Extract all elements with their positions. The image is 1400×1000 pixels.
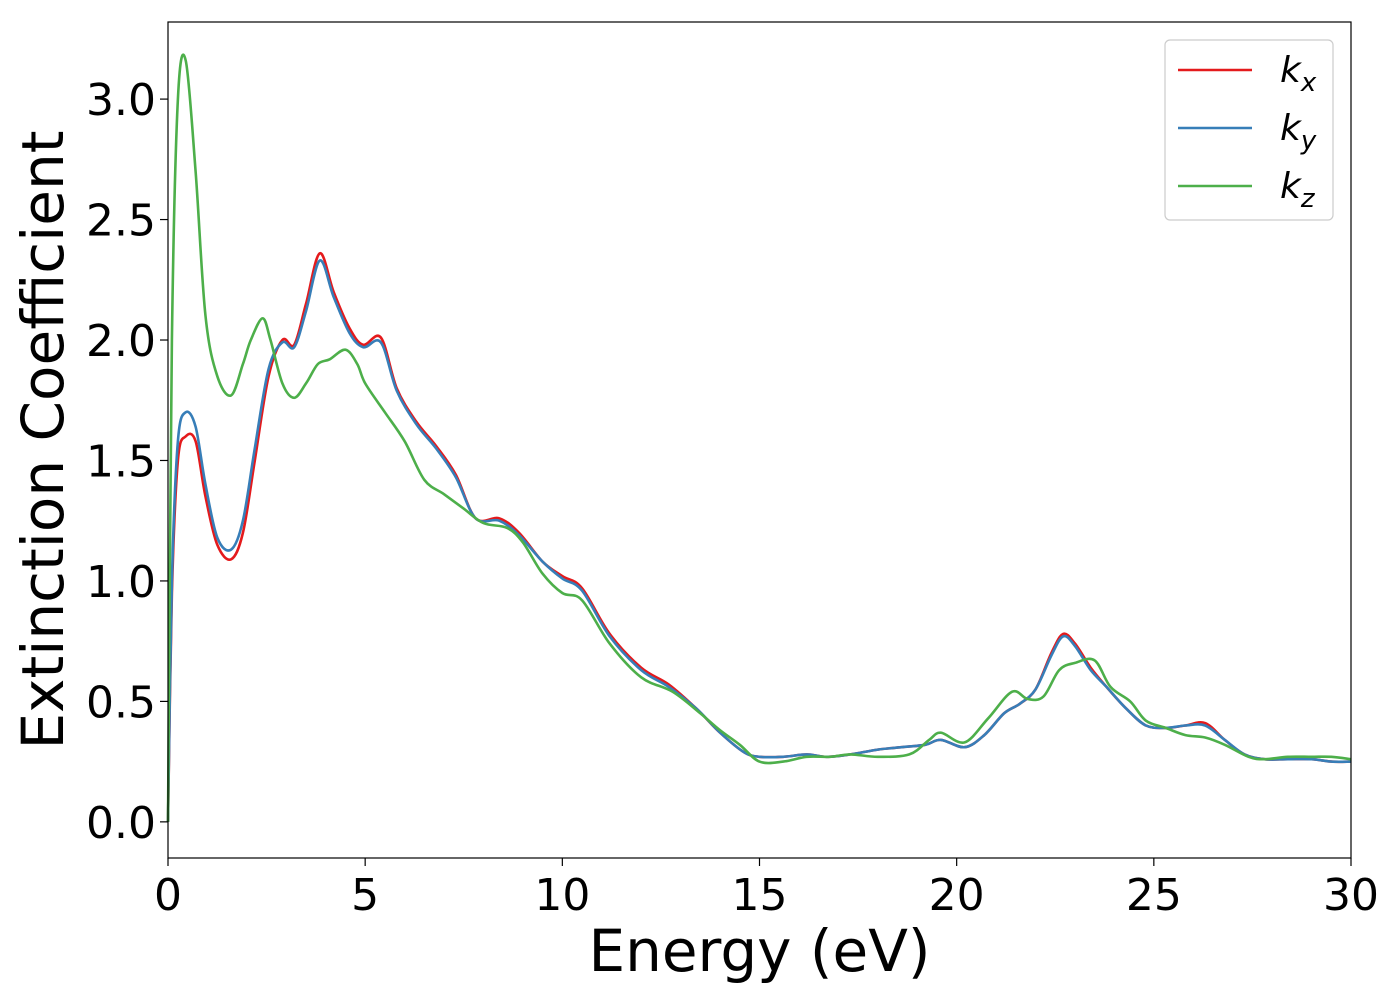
y-tick-label: 0.5 <box>86 677 156 728</box>
series-layer <box>166 53 1352 822</box>
y-tick-label: 2.5 <box>86 196 156 247</box>
x-axis-title: Energy (eV) <box>588 917 930 985</box>
y-tick-label: 1.5 <box>86 436 156 487</box>
legend-label-subscript: y <box>1300 126 1317 156</box>
series-line-kz <box>166 53 1352 822</box>
x-tick-label: 0 <box>154 870 182 921</box>
x-tick-label: 5 <box>351 870 379 921</box>
legend-label-subscript: x <box>1300 68 1317 98</box>
y-tick-label: 1.0 <box>86 557 156 608</box>
y-tick-label: 2.0 <box>86 316 156 367</box>
x-axis: 0 5 10 15 20 25 30 <box>154 858 1379 921</box>
y-axis: 0.0 0.5 1.0 1.5 2.0 2.5 3.0 <box>86 75 168 849</box>
x-tick-label: 25 <box>1126 870 1182 921</box>
x-tick-label: 15 <box>732 870 788 921</box>
x-tick-label: 10 <box>534 870 590 921</box>
y-tick-label: 0.0 <box>86 798 156 849</box>
x-tick-label: 20 <box>929 870 985 921</box>
legend-box <box>1164 39 1334 221</box>
legend-label-subscript: z <box>1300 184 1316 214</box>
x-tick-label: 30 <box>1323 870 1379 921</box>
y-tick-label: 3.0 <box>86 75 156 126</box>
y-axis-title: Extinction Coefficient <box>9 131 77 750</box>
